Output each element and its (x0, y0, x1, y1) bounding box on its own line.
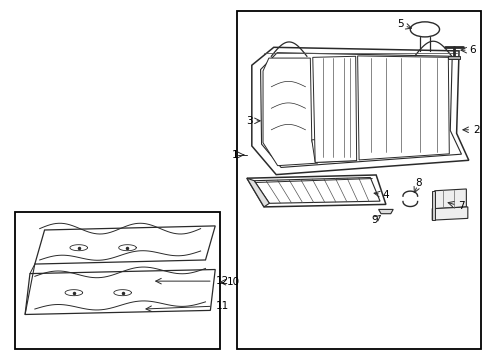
Text: 5: 5 (396, 19, 403, 30)
Text: 11: 11 (216, 301, 229, 311)
Text: 3: 3 (245, 116, 252, 126)
Polygon shape (246, 175, 385, 207)
Polygon shape (260, 53, 461, 167)
Bar (237, 12, 480, 348)
Polygon shape (251, 47, 468, 175)
Text: 7: 7 (457, 201, 464, 211)
Text: 12: 12 (216, 276, 229, 286)
Text: 2: 2 (472, 125, 478, 135)
Polygon shape (431, 191, 434, 220)
Polygon shape (312, 56, 356, 162)
Bar (15, 212, 220, 348)
Text: 9: 9 (371, 215, 378, 225)
Text: 8: 8 (414, 177, 421, 188)
Polygon shape (263, 58, 317, 166)
Text: 10: 10 (226, 277, 239, 287)
Text: 4: 4 (381, 190, 388, 200)
Polygon shape (246, 178, 269, 207)
Polygon shape (357, 56, 448, 160)
Polygon shape (25, 270, 215, 315)
Ellipse shape (409, 22, 439, 37)
Text: 6: 6 (468, 45, 475, 55)
Polygon shape (254, 177, 379, 203)
Text: 1: 1 (231, 150, 238, 160)
Polygon shape (434, 189, 466, 209)
Polygon shape (35, 226, 215, 264)
Polygon shape (431, 207, 467, 220)
Polygon shape (378, 210, 392, 214)
Bar (447, 56, 459, 59)
Polygon shape (311, 138, 356, 162)
